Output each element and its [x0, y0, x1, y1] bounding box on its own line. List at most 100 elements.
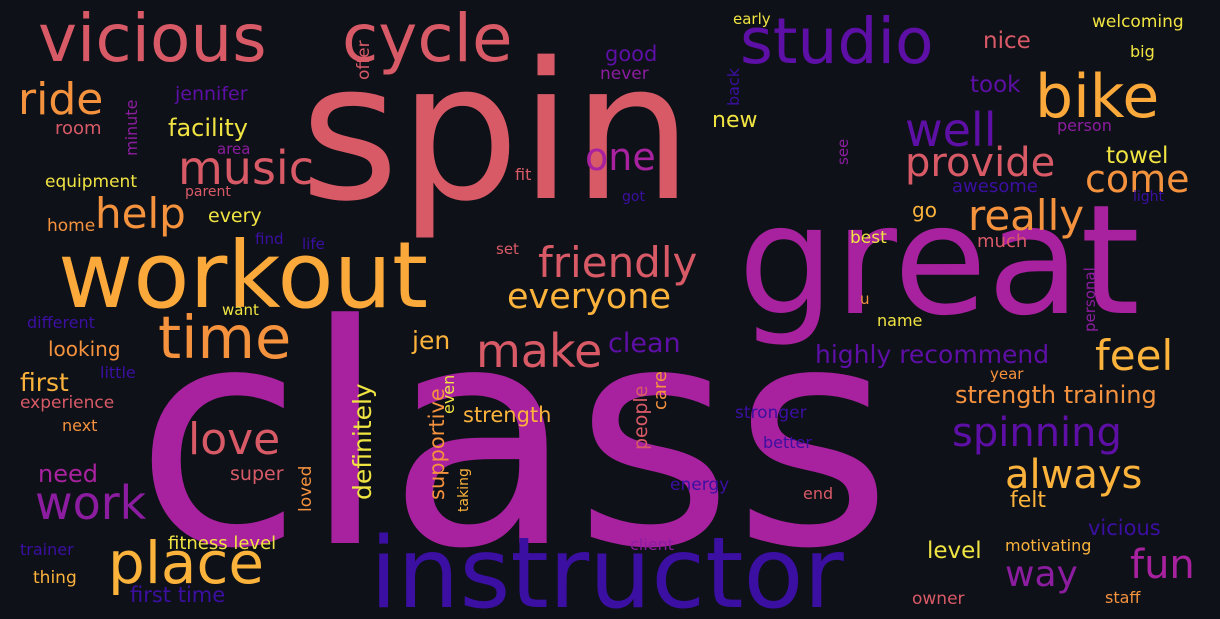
- word-room: room: [55, 118, 102, 139]
- word-little: little: [100, 363, 136, 382]
- word-come: come: [1085, 157, 1190, 201]
- word-studio: studio: [740, 5, 934, 78]
- word-great: great: [738, 172, 1140, 349]
- word-music: music: [178, 141, 315, 195]
- word-area: area: [217, 140, 251, 158]
- word-awesome: awesome: [952, 176, 1038, 197]
- word-motivating: motivating: [1005, 536, 1092, 555]
- word-vicious-small: vicious: [1088, 516, 1161, 540]
- word-fit: fit: [515, 165, 532, 184]
- word-well: well: [905, 103, 997, 157]
- word-spin: spin: [300, 22, 693, 243]
- word-first-time: first time: [130, 583, 226, 607]
- word-client: client: [630, 535, 674, 554]
- word-way: way: [1005, 554, 1078, 595]
- word-really: really: [968, 191, 1085, 240]
- word-stronger: stronger: [735, 403, 807, 423]
- word-u: u: [860, 290, 870, 308]
- word-fun: fun: [1130, 542, 1195, 588]
- word-minute: minute: [122, 99, 141, 156]
- word-got: got: [622, 189, 645, 205]
- word-taking: taking: [456, 468, 472, 512]
- word-trainer: trainer: [20, 540, 74, 559]
- word-facility: facility: [168, 114, 248, 142]
- word-even: even: [439, 374, 458, 414]
- word-go: go: [912, 198, 937, 222]
- word-name: name: [877, 311, 923, 330]
- word-jennifer: jennifer: [175, 83, 248, 105]
- word-personal: personal: [1081, 267, 1099, 332]
- word-every: every: [208, 205, 262, 227]
- word-provide: provide: [905, 140, 1056, 186]
- word-care: care: [650, 370, 671, 410]
- word-make: make: [476, 324, 603, 378]
- word-year: year: [990, 365, 1024, 383]
- word-never: never: [600, 64, 649, 84]
- word-experience: experience: [20, 393, 115, 413]
- word-better: better: [763, 433, 812, 452]
- word-energy: energy: [670, 475, 730, 495]
- word-people: people: [630, 385, 652, 450]
- word-took: took: [970, 72, 1021, 98]
- word-much: much: [977, 231, 1028, 252]
- word-owner: owner: [912, 589, 965, 609]
- word-fitness-level: fitness level: [168, 533, 277, 554]
- word-definitely: definitely: [348, 383, 377, 500]
- word-looking: looking: [48, 337, 121, 361]
- word-spinning: spinning: [952, 410, 1122, 456]
- word-nice: nice: [983, 28, 1031, 54]
- word-welcoming: welcoming: [1092, 12, 1184, 32]
- word-big: big: [1130, 42, 1155, 61]
- word-need: need: [38, 460, 98, 488]
- word-thing: thing: [33, 568, 77, 588]
- word-jen: jen: [412, 326, 451, 355]
- word-set: set: [496, 240, 519, 258]
- word-one: one: [585, 135, 656, 179]
- word-person: person: [1057, 116, 1112, 135]
- word-bike: bike: [1035, 62, 1160, 132]
- word-home: home: [47, 216, 96, 236]
- word-good: good: [605, 42, 658, 66]
- word-everyone: everyone: [507, 277, 672, 317]
- word-work: work: [35, 476, 147, 530]
- word-light: light: [1133, 189, 1165, 205]
- word-ride: ride: [18, 74, 104, 125]
- word-highly-recommend: highly recommend: [815, 340, 1050, 369]
- word-life: life: [302, 235, 325, 253]
- word-felt: felt: [1010, 488, 1047, 513]
- word-friendly: friendly: [538, 238, 698, 287]
- word-cycle: cycle: [342, 0, 513, 77]
- word-instructor: instructor: [370, 517, 844, 619]
- word-clean: clean: [608, 328, 681, 359]
- word-class: class: [135, 260, 893, 615]
- word-best: best: [850, 228, 887, 248]
- word-workout: workout: [58, 222, 429, 329]
- word-always: always: [1005, 452, 1143, 498]
- word-back: back: [724, 67, 743, 106]
- word-first: first: [20, 368, 69, 397]
- word-see: see: [834, 138, 852, 165]
- word-staff: staff: [1105, 588, 1141, 607]
- word-level: level: [927, 538, 982, 564]
- word-parent: parent: [185, 184, 231, 200]
- word-time: time: [158, 303, 292, 372]
- word-end: end: [803, 484, 834, 503]
- word-find: find: [255, 230, 284, 248]
- word-vicious: vicious: [38, 0, 267, 77]
- word-towel: towel: [1106, 143, 1169, 169]
- word-help: help: [95, 189, 186, 238]
- word-early: early: [733, 10, 771, 28]
- word-new: new: [712, 108, 758, 133]
- word-love: love: [188, 414, 281, 465]
- word-want: want: [222, 301, 259, 319]
- word-strength: strength: [463, 403, 552, 427]
- word-super: super: [230, 463, 284, 485]
- word-different: different: [27, 313, 95, 332]
- word-place: place: [108, 529, 265, 597]
- word-next: next: [62, 416, 98, 435]
- word-offer: offer: [354, 40, 374, 80]
- word-equipment: equipment: [45, 172, 137, 192]
- word-loved: loved: [296, 465, 316, 512]
- word-feel: feel: [1095, 331, 1174, 380]
